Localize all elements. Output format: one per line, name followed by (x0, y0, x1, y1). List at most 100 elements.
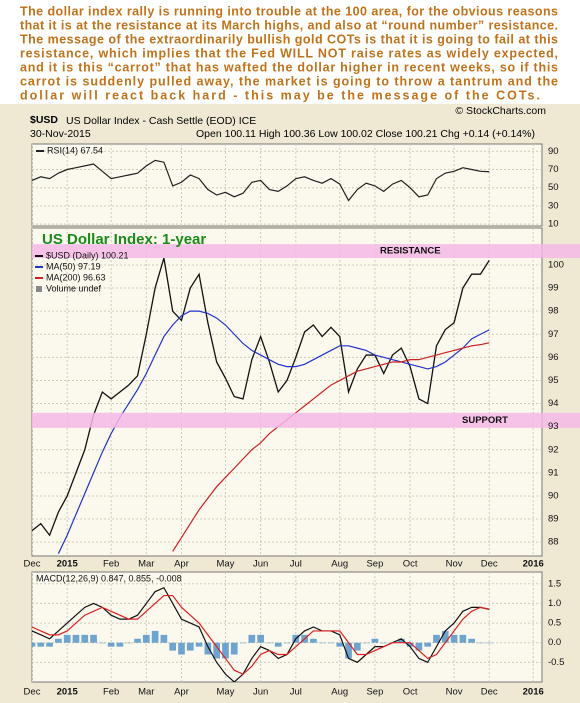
y-tick-label: 92 (548, 444, 559, 455)
histogram-bar (336, 642, 344, 647)
y-tick-label: 93 (548, 421, 559, 432)
x-tick-label: Jun (253, 559, 268, 570)
histogram-bar (151, 630, 159, 643)
series-line (32, 159, 490, 202)
x-tick-label: Nov (446, 687, 463, 698)
histogram-bar (230, 642, 238, 655)
histogram-bar (178, 642, 185, 655)
histogram-bar (99, 642, 106, 644)
histogram-bar (37, 642, 45, 647)
band-label: RESISTANCE (380, 246, 441, 257)
y-tick-label: 100 (548, 259, 564, 270)
y-tick-label: 88 (548, 537, 559, 548)
x-tick-label: Dec (481, 559, 498, 570)
legend-entry: MACD(12,26,9) 0.847, 0.855, -0.008 (36, 573, 182, 583)
y-tick-label: 90 (548, 146, 559, 157)
legend-entry: $USD (Daily) 100.21 (46, 250, 129, 260)
x-tick-label: Nov (446, 559, 463, 570)
plot-area (32, 572, 542, 682)
histogram-bar (55, 638, 62, 643)
x-tick-label: Apr (174, 559, 189, 570)
x-tick-label: Dec (481, 687, 498, 698)
y-tick-label: 99 (548, 283, 559, 294)
series-line (32, 586, 490, 682)
commentary-line: resistance, which implies that the Fed W… (20, 46, 558, 60)
histogram-bar (371, 638, 379, 643)
histogram-bar (204, 642, 212, 655)
panel (31, 571, 543, 683)
histogram-bar (362, 642, 370, 644)
symbol: $USD (30, 114, 58, 126)
legend-entry: RSI(14) 67.54 (47, 145, 103, 155)
x-tick-label: May (216, 687, 234, 698)
histogram-bar (63, 634, 71, 643)
histogram-bar (433, 634, 440, 643)
x-tick-label: Jun (253, 687, 268, 698)
histogram-bar (450, 634, 458, 643)
x-tick-label: Aug (331, 559, 348, 570)
histogram-bar (274, 642, 282, 647)
x-tick-label: Jul (290, 687, 302, 698)
y-tick-label: 90 (548, 490, 559, 501)
x-tick-label: Mar (138, 687, 154, 698)
histogram-bar (354, 642, 361, 651)
histogram-bar (186, 642, 194, 651)
histogram-bar (477, 642, 484, 644)
histogram-bar (134, 638, 141, 643)
y-tick-label: 95 (548, 375, 559, 386)
x-tick-label: Feb (103, 687, 119, 698)
histogram-bar (257, 634, 264, 643)
histogram-bar (468, 638, 475, 643)
histogram-bar (90, 634, 97, 643)
histogram-bar (160, 634, 168, 643)
histogram-bar (239, 642, 247, 644)
y-tick-label: 70 (548, 164, 559, 175)
panel (31, 143, 543, 227)
histogram-bar (81, 634, 89, 643)
histogram-bar (32, 642, 36, 647)
histogram-bar (415, 642, 423, 651)
x-tick-label: Jul (290, 559, 302, 570)
y-tick-label: 94 (548, 398, 559, 409)
histogram-bar (107, 642, 115, 647)
histogram-bar (72, 634, 80, 643)
x-tick-label: Dec (24, 687, 41, 698)
x-tick-label: Oct (403, 559, 418, 570)
histogram-bar (310, 638, 317, 643)
y-tick-label: 30 (548, 200, 559, 211)
histogram-bar (327, 642, 335, 644)
x-tick-label: 2016 (523, 559, 544, 570)
commentary-line: and it is this “carrot” that has wafted … (20, 60, 558, 74)
y-tick-label: 1.5 (548, 578, 561, 589)
commentary-line: The message of the extraordinarily bulli… (20, 32, 558, 46)
quote: Open 100.11 High 100.36 Low 100.02 Close… (196, 128, 535, 140)
x-tick-label: Apr (174, 687, 189, 698)
y-tick-label: 1.0 (548, 598, 561, 609)
histogram-bar (459, 634, 467, 643)
histogram-bar (125, 642, 133, 644)
histogram-bar (169, 642, 177, 651)
y-tick-label: 98 (548, 306, 559, 317)
chart-title: US Dollar Index: 1-year (42, 231, 206, 248)
instrument-name: US Dollar Index - Cash Settle (EOD) ICE (66, 115, 256, 127)
y-tick-label: 91 (548, 467, 559, 478)
histogram-bar (213, 642, 220, 659)
x-tick-label: 2016 (523, 687, 544, 698)
commentary-line: The dollar index rally is running into t… (20, 4, 558, 18)
y-tick-label: 89 (548, 514, 559, 525)
series-line (32, 257, 490, 537)
histogram-bar (222, 642, 229, 659)
x-tick-label: Sep (366, 687, 383, 698)
histogram-bar (318, 642, 326, 644)
commentary-line: that it is at the resistance at its Marc… (20, 18, 558, 32)
commentary-line: carrot is suddenly pulled away, the mark… (20, 74, 558, 88)
x-tick-label: Sep (366, 559, 383, 570)
plot-area (32, 144, 542, 226)
histogram-bar (424, 642, 432, 647)
date: 30-Nov-2015 (30, 128, 91, 140)
x-tick-label: 2015 (57, 559, 79, 570)
x-tick-label: Dec (24, 559, 41, 570)
y-tick-label: 97 (548, 329, 559, 340)
y-tick-label: 50 (548, 182, 559, 193)
